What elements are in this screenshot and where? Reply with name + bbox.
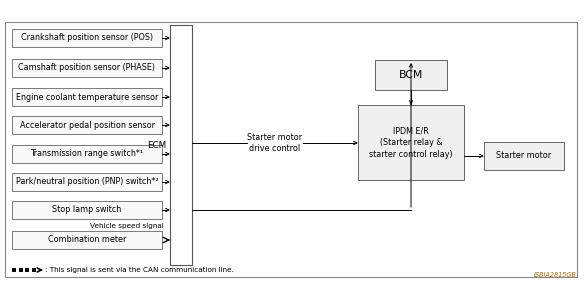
Text: Starter motor: Starter motor <box>496 152 551 160</box>
Bar <box>358 105 464 180</box>
Text: Transmission range switch*¹: Transmission range switch*¹ <box>30 150 144 158</box>
Bar <box>12 88 162 106</box>
Text: JSBIA2815GB: JSBIA2815GB <box>533 272 576 278</box>
Text: Combination meter: Combination meter <box>48 235 126 245</box>
Bar <box>12 201 162 219</box>
Bar <box>12 145 162 163</box>
Bar <box>170 25 192 265</box>
Bar <box>12 59 162 77</box>
Bar <box>484 142 564 170</box>
Text: Vehicle speed signal: Vehicle speed signal <box>91 223 164 229</box>
Bar <box>375 60 447 90</box>
Bar <box>12 116 162 134</box>
Text: Park/neutral position (PNP) switch*²: Park/neutral position (PNP) switch*² <box>16 178 158 186</box>
Text: Starter motor
drive control: Starter motor drive control <box>248 133 303 153</box>
Text: BCM: BCM <box>399 70 423 80</box>
Text: Engine coolant temperature sensor: Engine coolant temperature sensor <box>16 93 158 101</box>
Bar <box>12 29 162 47</box>
Text: Accelerator pedal position sensor: Accelerator pedal position sensor <box>19 121 155 129</box>
Bar <box>12 231 162 249</box>
Text: Crankshaft position sensor (POS): Crankshaft position sensor (POS) <box>21 34 153 42</box>
Text: Camshaft position sensor (PHASE): Camshaft position sensor (PHASE) <box>19 64 155 72</box>
Text: : This signal is sent via the CAN communication line.: : This signal is sent via the CAN commun… <box>45 267 234 273</box>
Bar <box>12 173 162 191</box>
Bar <box>5 22 577 277</box>
Text: IPDM E/R
(Starter relay &
starter control relay): IPDM E/R (Starter relay & starter contro… <box>369 126 453 159</box>
Text: Stop lamp switch: Stop lamp switch <box>53 205 121 215</box>
Text: ECM: ECM <box>147 141 166 150</box>
